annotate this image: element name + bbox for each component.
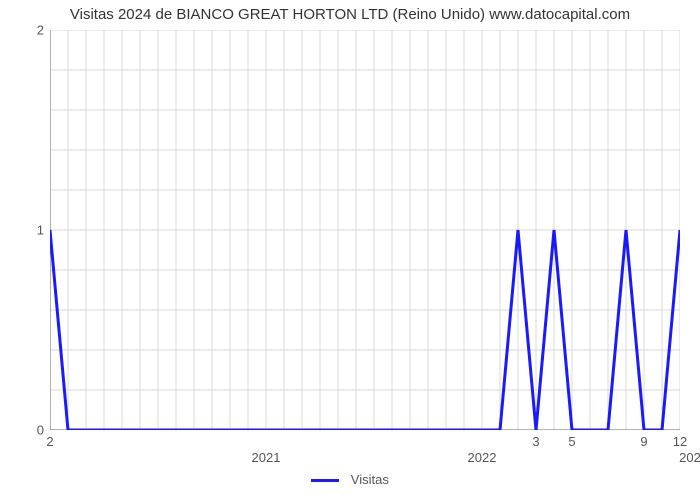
plot-area: [50, 30, 680, 430]
x-year-label-overflow: 202: [679, 450, 700, 465]
x-tick-label: 9: [640, 434, 647, 449]
x-year-label: 2021: [252, 450, 281, 465]
x-tick-label: 12: [673, 434, 687, 449]
x-year-label: 2022: [468, 450, 497, 465]
legend-swatch: [311, 479, 339, 482]
legend: Visitas: [0, 472, 700, 487]
plot-svg: [50, 30, 680, 430]
chart-title: Visitas 2024 de BIANCO GREAT HORTON LTD …: [0, 6, 700, 23]
legend-label: Visitas: [351, 472, 389, 487]
x-tick-label: 5: [568, 434, 575, 449]
y-tick-label: 0: [4, 423, 44, 438]
x-tick-label: 2: [46, 434, 53, 449]
y-tick-label: 2: [4, 23, 44, 38]
y-tick-label: 1: [4, 223, 44, 238]
chart-container: Visitas 2024 de BIANCO GREAT HORTON LTD …: [0, 0, 700, 500]
x-tick-label: 3: [532, 434, 539, 449]
